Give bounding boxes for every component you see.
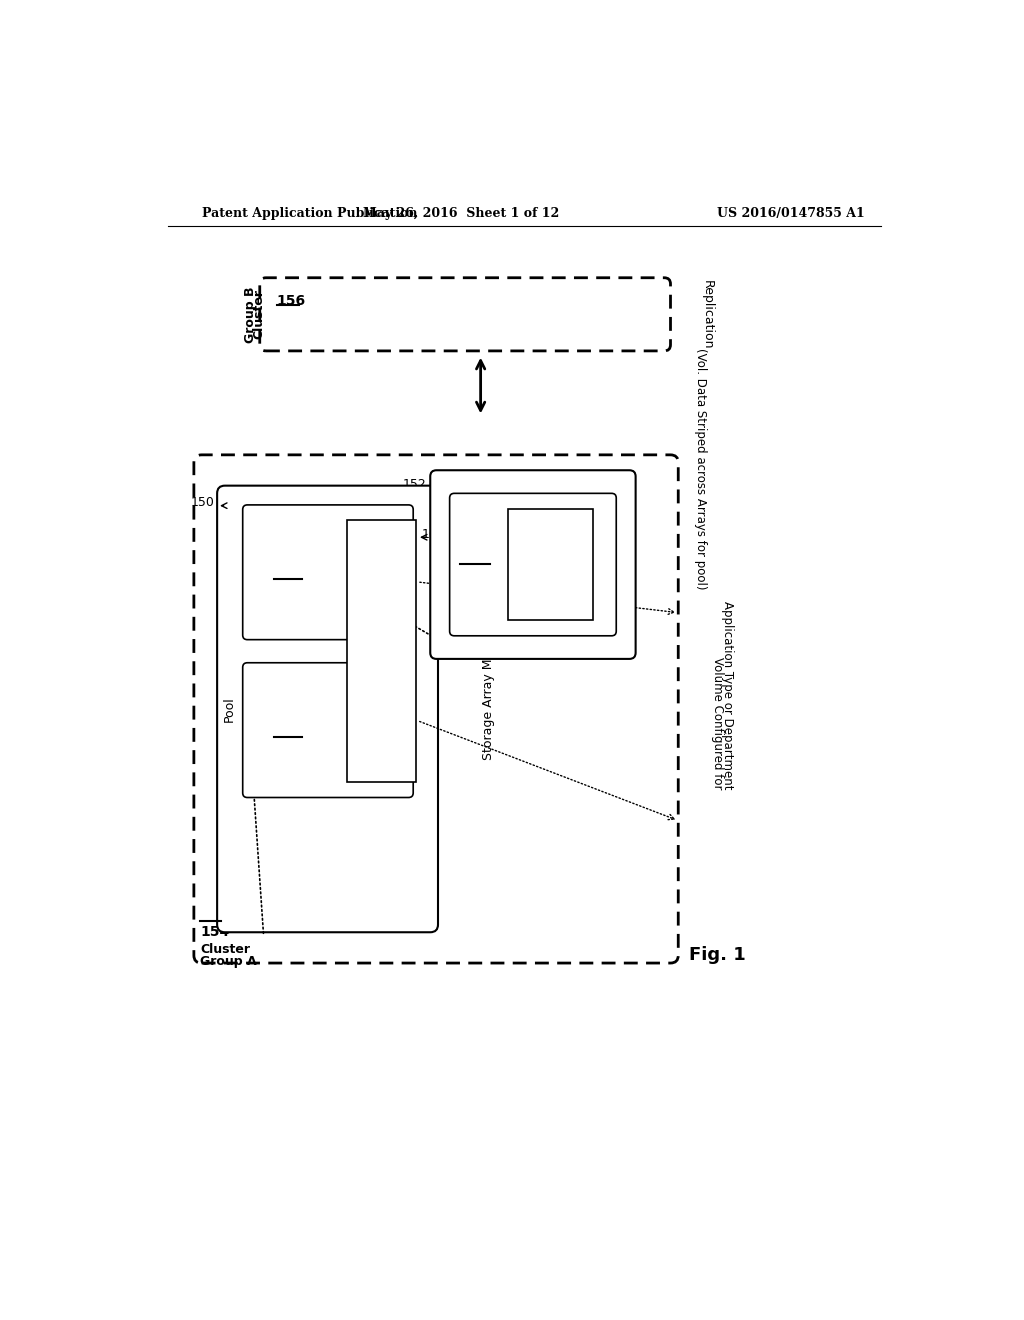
FancyBboxPatch shape xyxy=(260,277,671,351)
Text: Fig. 1: Fig. 1 xyxy=(688,946,745,965)
Text: Volume Configured for: Volume Configured for xyxy=(711,657,724,789)
Bar xyxy=(347,520,416,781)
Text: Cluster: Cluster xyxy=(200,942,250,956)
Text: 102b: 102b xyxy=(268,566,307,579)
Text: 156: 156 xyxy=(276,294,306,308)
Text: US 2016/0147855 A1: US 2016/0147855 A1 xyxy=(717,207,864,220)
Text: ⋮: ⋮ xyxy=(473,475,493,494)
Text: Application Type or Department: Application Type or Department xyxy=(721,602,734,789)
Text: Replication: Replication xyxy=(701,280,714,348)
FancyBboxPatch shape xyxy=(450,494,616,636)
FancyBboxPatch shape xyxy=(243,663,414,797)
Text: 102a: 102a xyxy=(268,723,307,738)
Text: (Vol. Data Striped across Arrays for pool): (Vol. Data Striped across Arrays for poo… xyxy=(693,348,707,590)
Text: Array 2: Array 2 xyxy=(247,549,260,595)
Text: May 26, 2016  Sheet 1 of 12: May 26, 2016 Sheet 1 of 12 xyxy=(364,207,559,220)
Text: Array 3: Array 3 xyxy=(447,541,460,587)
Text: Vol. 2: Vol. 2 xyxy=(531,557,569,572)
Text: GL: GL xyxy=(279,702,297,715)
Text: Cluster: Cluster xyxy=(253,289,265,339)
FancyBboxPatch shape xyxy=(194,455,678,964)
Text: Storage Array Manager: Storage Array Manager xyxy=(319,652,332,797)
Text: Vol. 1: Vol. 1 xyxy=(375,632,388,671)
Text: 160: 160 xyxy=(422,528,445,541)
Text: 152: 152 xyxy=(402,478,426,491)
FancyBboxPatch shape xyxy=(243,506,414,640)
FancyBboxPatch shape xyxy=(430,470,636,659)
Text: Group B: Group B xyxy=(244,286,257,343)
Text: BGL: BGL xyxy=(273,544,302,558)
Text: Storage Array Members: Storage Array Members xyxy=(482,611,495,760)
FancyBboxPatch shape xyxy=(217,486,438,932)
Text: Patent Application Publication: Patent Application Publication xyxy=(202,207,417,220)
Text: Pool: Pool xyxy=(223,696,236,722)
Text: Pool: Pool xyxy=(437,552,451,577)
Text: Array 1: Array 1 xyxy=(247,708,260,752)
Text: 154: 154 xyxy=(200,924,229,939)
Text: 162: 162 xyxy=(506,535,529,548)
Text: Group A: Group A xyxy=(200,956,257,969)
Text: 150: 150 xyxy=(190,496,215,510)
Bar xyxy=(508,508,593,620)
Text: 102c: 102c xyxy=(455,552,492,566)
